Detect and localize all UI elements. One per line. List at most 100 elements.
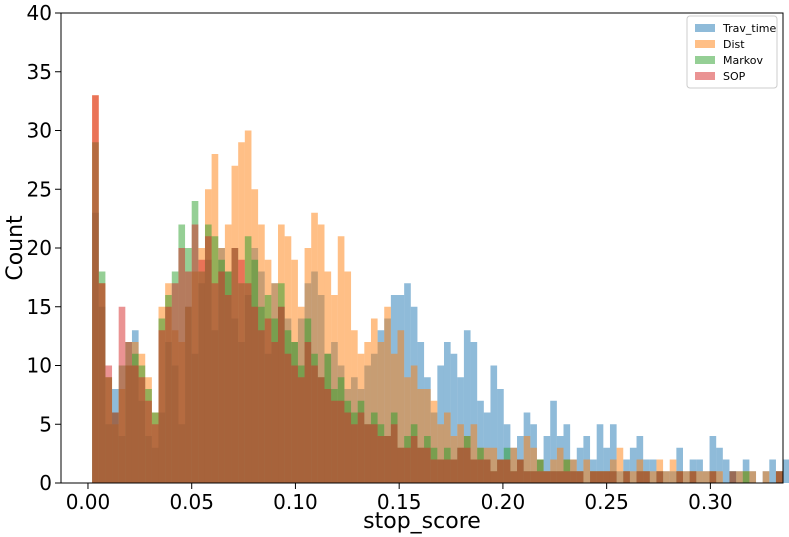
bar	[304, 342, 312, 483]
bar	[138, 377, 146, 483]
bar	[736, 471, 743, 483]
bar	[470, 424, 478, 483]
bar	[331, 400, 338, 483]
bar	[271, 342, 279, 483]
bar	[722, 459, 730, 483]
bar	[377, 342, 385, 483]
bar	[417, 447, 425, 483]
bar	[311, 365, 318, 483]
bar	[543, 436, 551, 483]
y-tick-label: 35	[27, 60, 52, 84]
bar	[131, 365, 139, 483]
bar	[583, 459, 591, 483]
bar	[603, 471, 610, 483]
x-tick-label: 0.20	[481, 490, 526, 514]
bar	[125, 342, 132, 483]
bar	[729, 471, 737, 483]
bar	[185, 271, 192, 483]
bar	[490, 447, 498, 483]
bar	[530, 471, 537, 483]
bar	[483, 459, 491, 483]
legend-swatch	[695, 24, 715, 32]
bar	[576, 471, 584, 483]
bar	[291, 365, 298, 483]
bar	[556, 447, 564, 483]
bar	[397, 447, 405, 483]
bar	[118, 306, 126, 483]
histogram-bars	[92, 95, 789, 483]
y-tick-label: 25	[27, 177, 52, 201]
bar	[530, 447, 537, 483]
y-tick-label: 40	[27, 1, 52, 25]
bar	[543, 471, 551, 483]
bar	[158, 330, 166, 483]
bar	[151, 424, 159, 483]
legend-swatch	[695, 56, 715, 64]
bar	[450, 459, 458, 483]
bar	[238, 259, 245, 483]
bar	[563, 471, 571, 483]
y-tick-label: 20	[27, 236, 52, 260]
bar	[643, 471, 650, 483]
bar	[463, 330, 471, 483]
bar	[629, 447, 637, 483]
bar	[609, 424, 617, 483]
bar	[477, 400, 484, 483]
bar	[523, 471, 531, 483]
bar	[404, 447, 411, 483]
y-tick-label: 5	[39, 412, 52, 436]
bar	[344, 271, 352, 483]
series-sop	[92, 95, 783, 483]
x-tick-label: 0.00	[66, 490, 111, 514]
bar	[278, 306, 285, 483]
legend: Trav_time Dist Markov SOP	[686, 15, 778, 89]
bar	[576, 447, 584, 483]
bar	[364, 342, 371, 483]
legend-swatch	[695, 40, 715, 48]
bar	[503, 459, 511, 483]
bar	[324, 389, 332, 483]
legend-label: SOP	[723, 70, 746, 83]
bar	[224, 295, 232, 483]
x-tick-label: 0.30	[688, 490, 733, 514]
bar	[590, 471, 597, 483]
y-tick-label: 15	[27, 295, 52, 319]
bar	[782, 459, 789, 483]
bar	[596, 471, 604, 483]
bar	[357, 412, 365, 483]
bar	[370, 318, 378, 483]
bar	[749, 471, 757, 483]
bar	[297, 377, 305, 483]
bar	[716, 447, 723, 483]
bar	[470, 459, 478, 483]
bar	[437, 459, 444, 483]
x-axis-ticks: 0.00 0.05 0.10 0.15 0.20 0.25 0.30	[66, 483, 733, 514]
bar	[702, 471, 710, 483]
bar	[424, 447, 431, 483]
bar	[656, 471, 664, 483]
bar	[463, 447, 471, 483]
y-axis-ticks: 0 5 10 15 20 25 30 35 40	[27, 1, 61, 495]
bar	[258, 330, 265, 483]
x-tick-label: 0.05	[169, 490, 214, 514]
bar	[636, 471, 644, 483]
bar	[616, 447, 624, 483]
bar	[264, 318, 272, 483]
x-tick-label: 0.10	[273, 490, 318, 514]
bar	[317, 224, 325, 483]
bar	[231, 248, 239, 483]
y-tick-label: 0	[39, 471, 52, 495]
bar	[311, 212, 318, 483]
bar	[443, 459, 451, 483]
legend-label: Dist	[723, 38, 745, 51]
bar	[98, 283, 106, 483]
bar	[404, 377, 411, 483]
bar	[112, 412, 119, 483]
bar	[742, 471, 750, 483]
bar	[497, 459, 504, 483]
bar	[762, 471, 770, 483]
legend-swatch	[695, 72, 715, 80]
bar	[470, 342, 478, 483]
bar	[351, 424, 358, 483]
